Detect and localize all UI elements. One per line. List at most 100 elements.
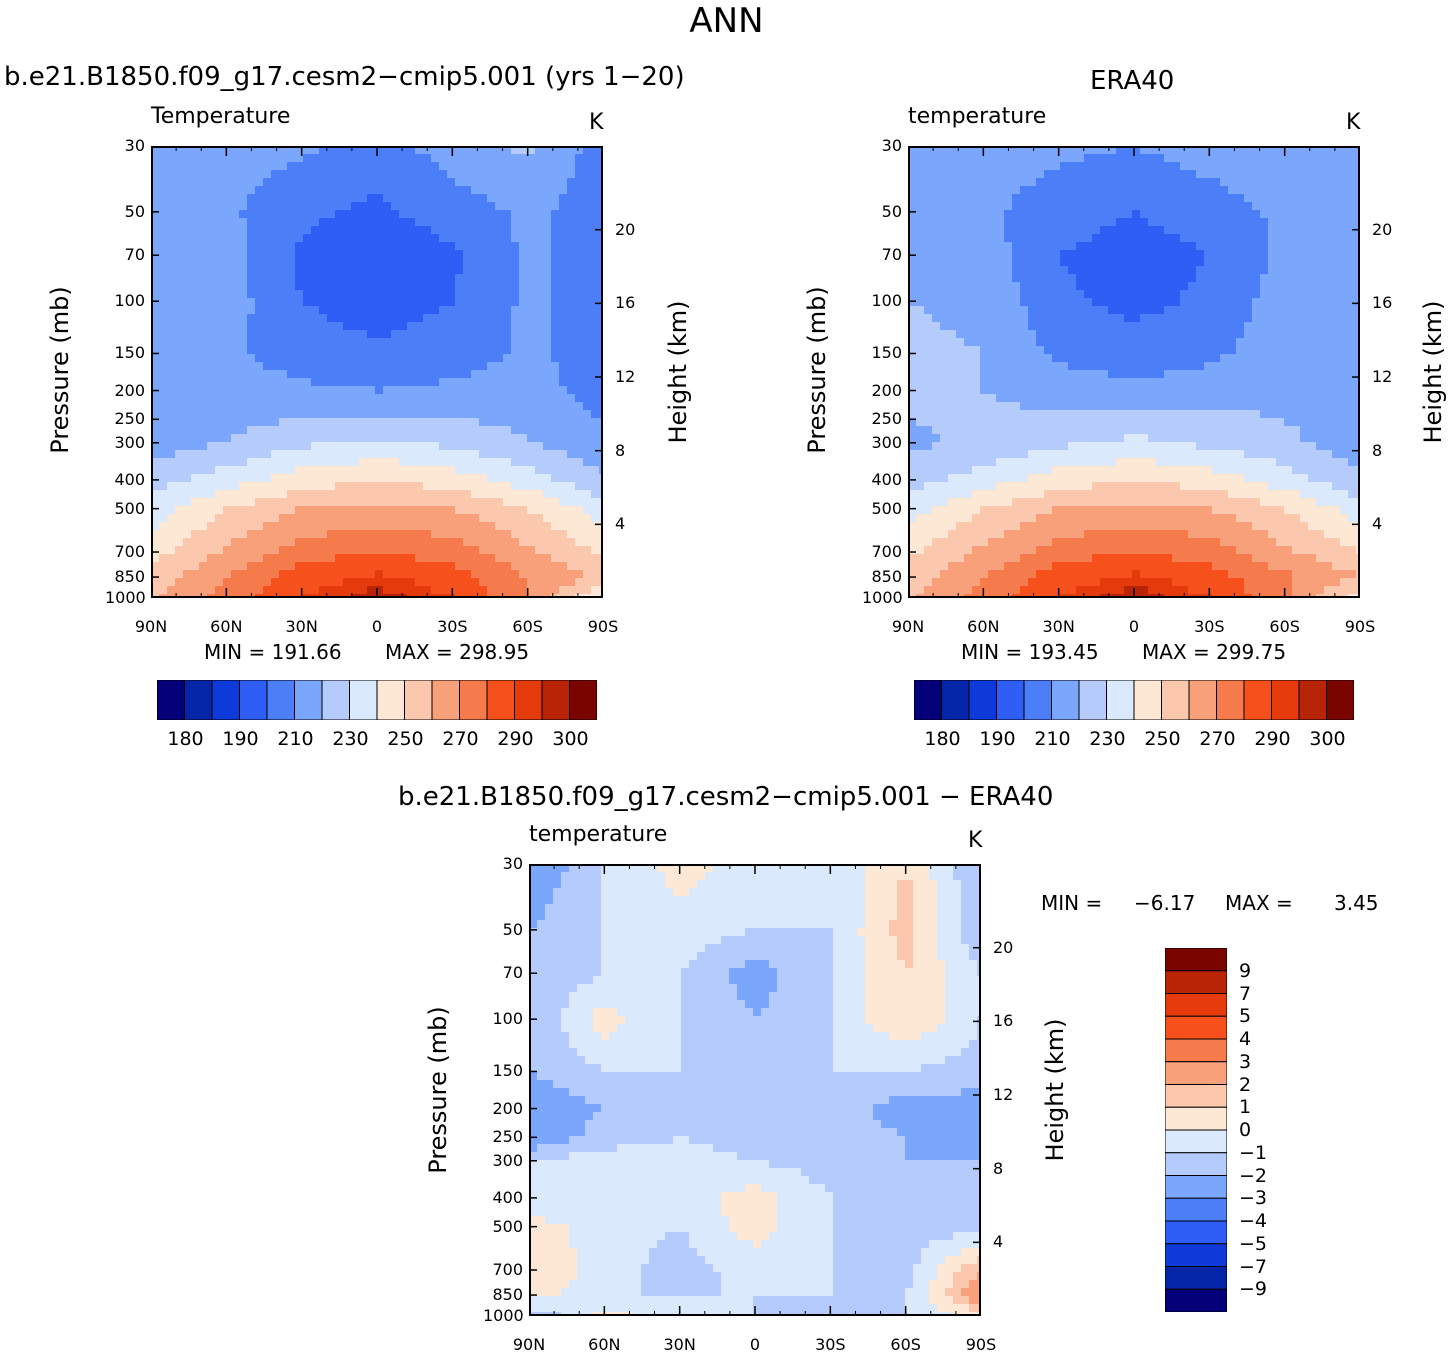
field-cell [479,562,488,571]
field-cell [583,314,592,323]
field-cell [335,338,344,347]
field-cell [215,378,224,387]
field-cell [1148,170,1157,179]
field-cell [295,474,304,483]
field-cell [1228,218,1237,227]
field-cell [1020,210,1029,219]
field-cell [535,386,544,395]
field-cell [940,202,949,211]
field-cell [271,546,280,555]
field-cell [407,258,416,267]
field-cell [391,402,400,411]
field-cell [1052,306,1061,315]
field-cell [543,290,552,299]
field-cell [447,474,456,483]
field-cell [151,194,160,203]
field-cell [423,266,432,275]
field-cell [1012,162,1021,171]
field-cell [255,466,264,475]
field-cell [1124,250,1133,259]
field-cell [471,490,480,499]
field-cell [1308,322,1317,331]
field-cell [327,538,336,547]
field-cell [287,538,296,547]
field-cell [1044,194,1053,203]
field-cell [271,266,280,275]
field-cell [1116,242,1125,251]
field-cell [367,498,376,507]
field-cell [1012,170,1021,179]
field-cell [455,418,464,427]
panel1-ylabel: Pressure (mb) [46,286,74,454]
field-cell [191,562,200,571]
field-cell [1308,202,1317,211]
field-cell [940,186,949,195]
field-cell [1244,330,1253,339]
field-cell [175,202,184,211]
field-cell [1236,282,1245,291]
panel2-units: K [1346,110,1361,135]
field-cell [183,194,192,203]
field-cell [471,306,480,315]
field-cell [1308,154,1317,163]
field-cell [1348,234,1357,243]
field-cell [223,418,232,427]
field-cell [1276,178,1285,187]
field-cell [255,266,264,275]
field-cell [199,498,208,507]
field-cell [1108,330,1117,339]
field-cell [223,330,232,339]
field-cell [455,226,464,235]
field-cell [295,362,304,371]
field-cell [215,410,224,419]
field-cell [1076,162,1085,171]
field-cell [1300,330,1309,339]
field-cell [1316,170,1325,179]
field-cell [956,170,965,179]
field-cell [151,402,160,411]
field-cell [423,242,432,251]
field-cell [1052,354,1061,363]
field-cell [932,258,941,267]
field-cell [311,410,320,419]
field-cell [1340,242,1349,251]
field-cell [583,194,592,203]
field-cell [479,354,488,363]
field-cell [543,194,552,203]
field-cell [207,202,216,211]
field-cell [511,210,520,219]
field-cell [319,482,328,491]
field-cell [996,314,1005,323]
field-cell [447,418,456,427]
field-cell [223,154,232,163]
field-cell [319,290,328,299]
field-cell [1228,266,1237,275]
field-cell [1116,146,1125,155]
field-cell [591,154,600,163]
field-cell [199,466,208,475]
field-cell [1116,370,1125,379]
field-cell [263,434,272,443]
field-cell [399,258,408,267]
field-cell [447,154,456,163]
field-cell [303,554,312,563]
field-cell [1028,210,1037,219]
field-cell [924,314,933,323]
field-cell [415,346,424,355]
field-cell [1300,178,1309,187]
field-cell [199,314,208,323]
field-cell [527,274,536,283]
field-cell [391,282,400,291]
field-cell [383,474,392,483]
field-cell [1204,362,1213,371]
field-cell [908,298,917,307]
field-cell [367,274,376,283]
field-cell [215,202,224,211]
field-cell [151,434,160,443]
field-cell [575,506,584,515]
field-cell [503,402,512,411]
field-cell [447,402,456,411]
field-cell [471,506,480,515]
field-cell [311,306,320,315]
field-cell [287,506,296,515]
